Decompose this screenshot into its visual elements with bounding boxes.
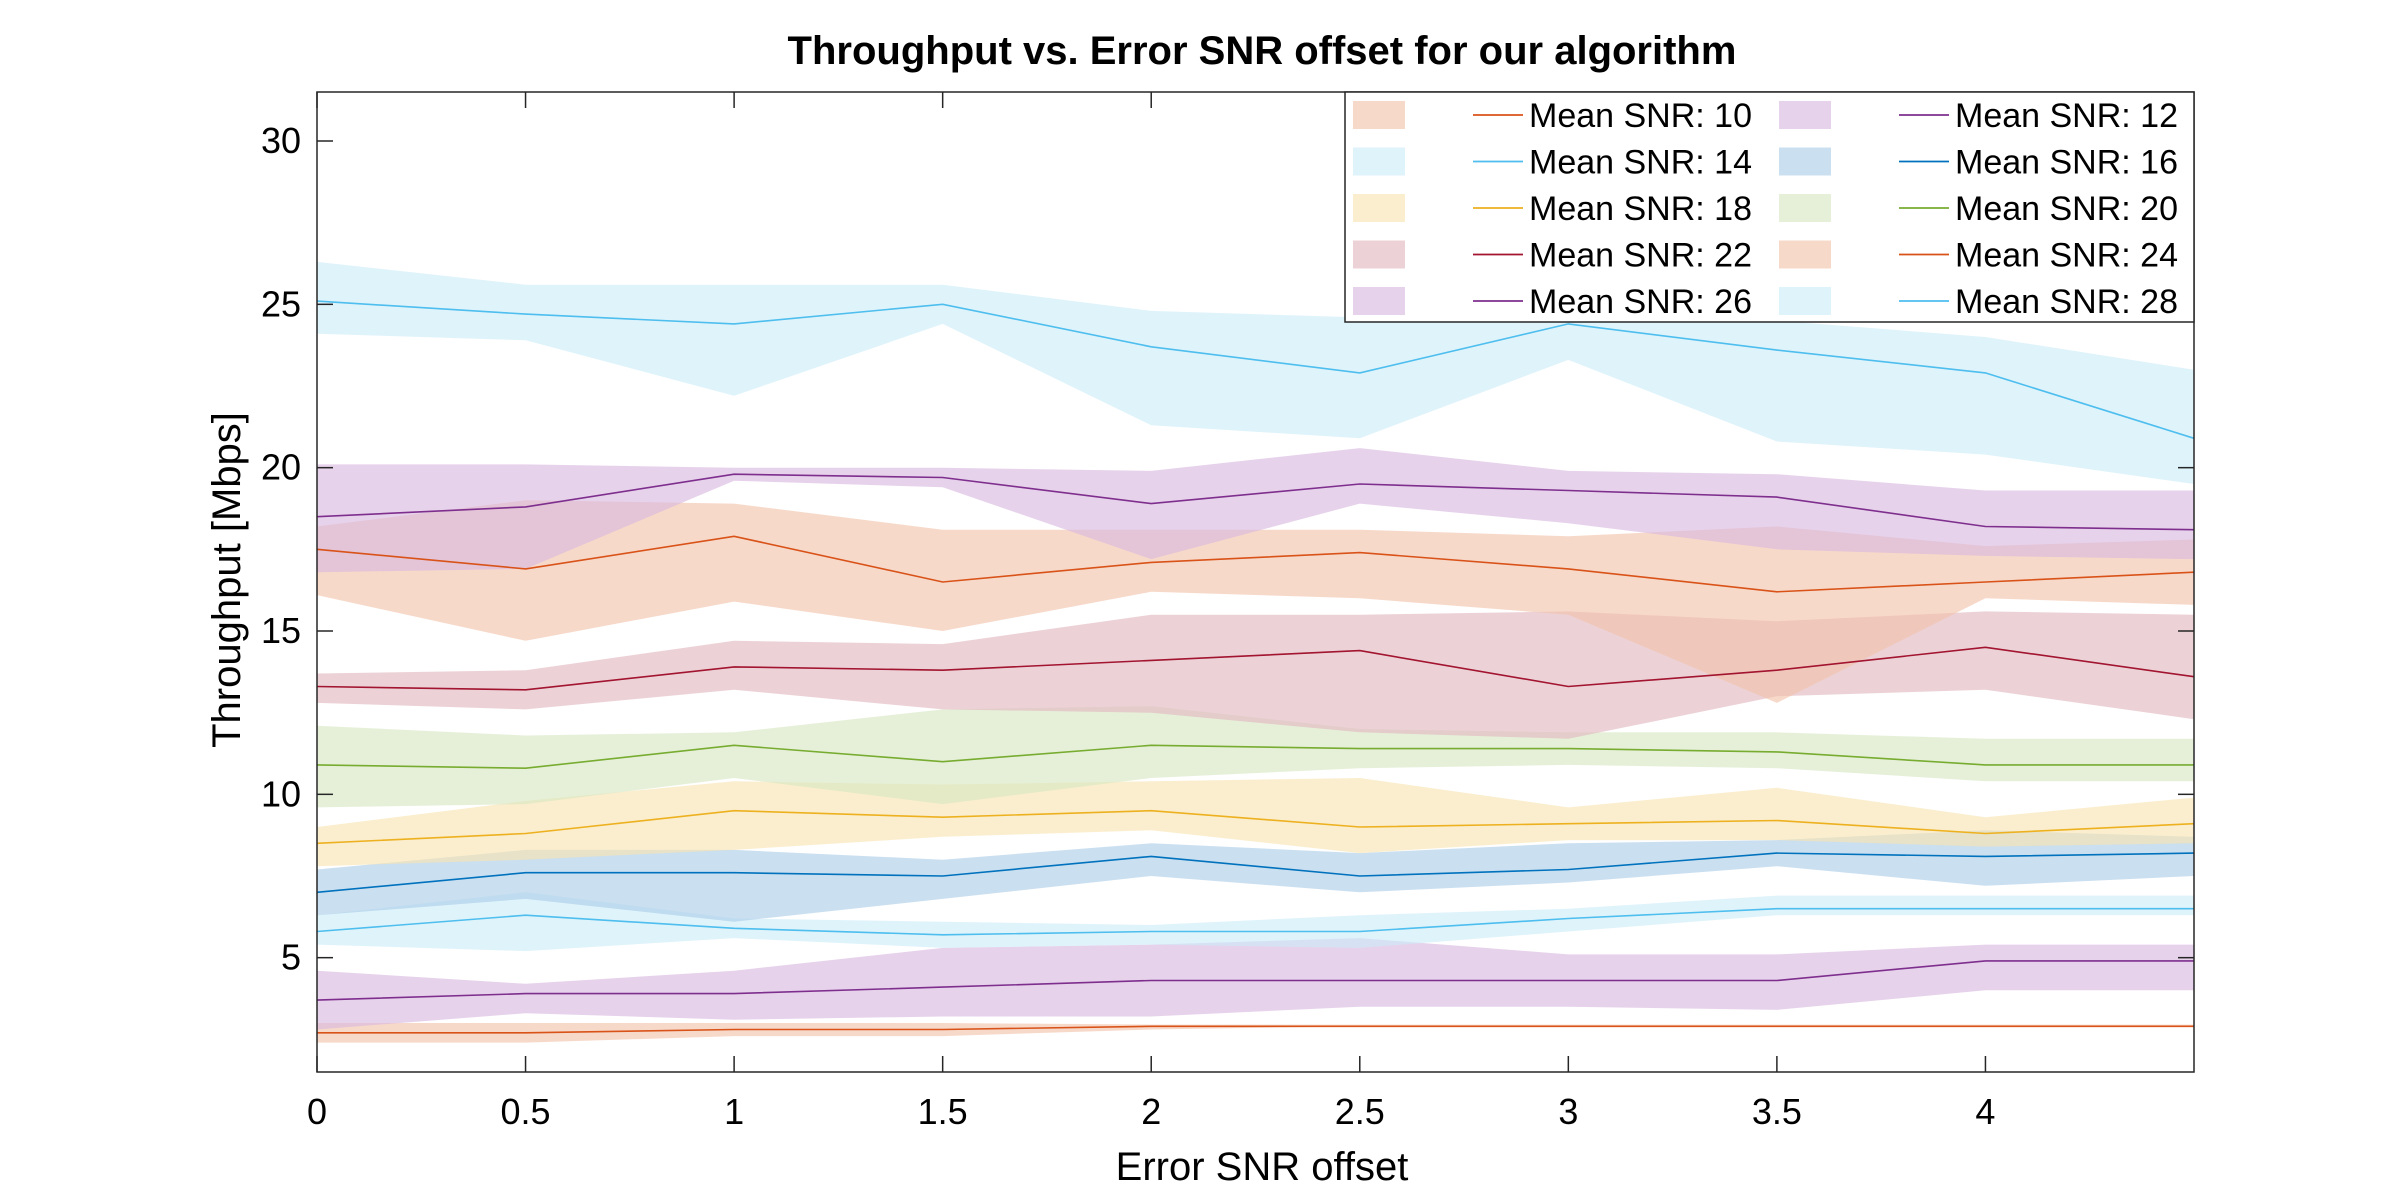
x-tick-label: 3 [1558,1091,1578,1132]
legend-swatch-9 [1353,287,1405,315]
series-line-2 [316,960,2194,1001]
legend-swatch-1 [1353,101,1405,129]
legend-label-5: Mean SNR: 18 [1529,190,1752,228]
series-line-3 [316,907,2194,936]
series-line-6 [316,744,2194,770]
legend-swatch-6 [1779,194,1831,222]
y-tick-label: 20 [261,447,301,488]
chart-title: Throughput vs. Error SNR offset for our … [788,29,1737,73]
legend-label-1: Mean SNR: 10 [1529,97,1752,135]
legend-swatch-7 [1353,240,1405,269]
legend-label-4: Mean SNR: 16 [1955,144,2178,182]
plot-area [316,91,2195,1073]
legend-swatch-2 [1779,101,1831,129]
y-axis: 5 10 15 20 25 30 [261,120,2194,978]
confidence-band-series-10 [317,261,2194,484]
confidence-band-series-4 [317,830,2194,922]
series-line-4 [316,852,2195,894]
legend-label-2: Mean SNR: 12 [1955,97,2178,135]
x-tick-label: 1 [724,1091,744,1132]
series-line-8 [316,535,2195,593]
confidence-band-series-5 [317,778,2194,867]
y-tick-label: 10 [261,773,301,814]
legend-label-6: Mean SNR: 20 [1955,190,2178,228]
series-line-1 [317,1025,2194,1034]
x-tick-label: 2 [1141,1091,1161,1132]
legend-swatch-5 [1353,194,1405,222]
plot-frame [316,91,2195,1073]
series-line-7 [316,646,2195,691]
y-tick-label: 25 [261,283,301,324]
series-line-10 [316,300,2195,440]
legend-label-3: Mean SNR: 14 [1529,144,1752,182]
series-line-5 [316,809,2195,845]
series-line-9 [316,473,2195,531]
confidence-band-series-1 [317,1023,2194,1043]
y-axis-title: Throughput [Mbps] [205,412,249,748]
legend-swatch-4 [1779,147,1831,176]
x-tick-label: 3.5 [1752,1091,1802,1132]
y-tick-label: 30 [261,120,301,161]
legend-swatch-3 [1353,147,1405,176]
x-axis-title: Error SNR offset [1116,1145,1409,1189]
legend-label-9: Mean SNR: 26 [1529,283,1752,321]
legend: Mean SNR: 10 Mean SNR: 12 Mean SNR: 14 Mean… [1344,91,2195,323]
confidence-band-series-2 [317,938,2194,1030]
y-tick-label: 15 [261,610,301,651]
confidence-band-series-6 [317,706,2194,808]
x-tick-label: 1.5 [918,1091,968,1132]
legend-box [1344,91,2195,323]
legend-swatch-8 [1779,240,1831,269]
confidence-band-series-9 [317,448,2194,573]
confidence-band-series-8 [317,500,2194,703]
legend-label-8: Mean SNR: 24 [1955,237,2178,275]
x-axis: 0 0.5 1 1.5 2 2.5 3 3.5 4 [307,92,1995,1132]
y-tick-label: 5 [281,937,301,978]
x-tick-label: 4 [1975,1091,1995,1132]
confidence-band-series-3 [317,892,2194,952]
x-tick-label: 0 [307,1091,327,1132]
legend-label-10: Mean SNR: 28 [1955,283,2178,321]
x-tick-label: 2.5 [1335,1091,1385,1132]
x-tick-label: 0.5 [501,1091,551,1132]
legend-label-7: Mean SNR: 22 [1529,237,1752,275]
legend-swatch-10 [1779,287,1831,315]
